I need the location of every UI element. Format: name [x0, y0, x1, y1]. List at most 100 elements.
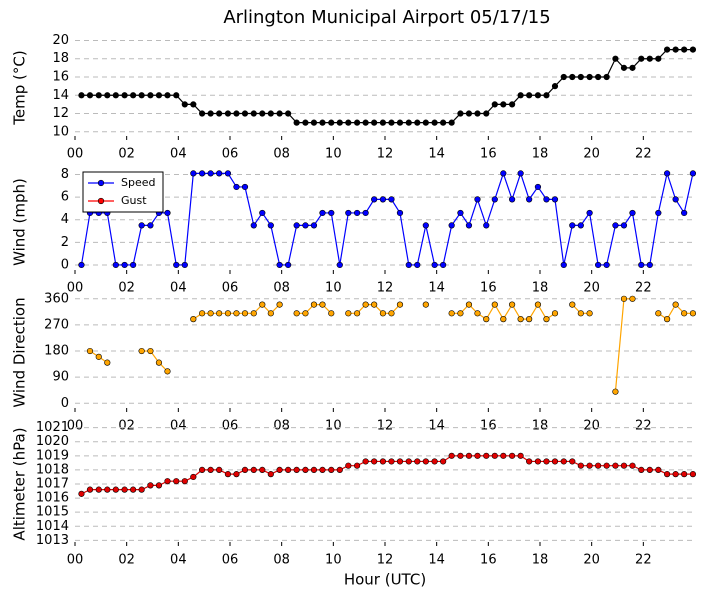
point	[508, 101, 516, 108]
point	[241, 183, 249, 191]
x-tick-label: 22	[635, 553, 652, 568]
y-tick-label: 1020	[36, 434, 69, 449]
point	[155, 92, 163, 99]
point	[534, 183, 542, 191]
x-tick-label: 22	[635, 147, 652, 162]
point	[276, 466, 283, 474]
point	[629, 295, 636, 302]
x-axis-label: Hour (UTC)	[344, 571, 426, 589]
point	[173, 261, 180, 269]
point	[216, 110, 223, 117]
y-tick-label: 90	[52, 370, 69, 385]
point	[216, 310, 223, 317]
x-tick-label: 08	[273, 419, 290, 434]
point	[130, 486, 137, 493]
y-tick-label: 0	[61, 396, 69, 411]
point	[86, 347, 94, 355]
point	[474, 110, 481, 117]
point	[241, 310, 249, 317]
x-tick-label: 02	[118, 419, 135, 434]
point	[207, 170, 214, 177]
point	[302, 222, 309, 229]
point	[517, 452, 524, 459]
x-tick-label: 18	[532, 281, 549, 296]
point	[267, 471, 274, 478]
point	[500, 101, 507, 108]
point	[681, 310, 688, 317]
point	[371, 119, 378, 126]
point	[396, 301, 404, 308]
point	[155, 359, 163, 366]
point	[121, 261, 128, 269]
x-tick-label: 06	[222, 419, 239, 434]
point	[526, 316, 533, 323]
point	[595, 73, 602, 81]
legend-marker	[97, 179, 105, 187]
point	[371, 196, 378, 203]
point	[405, 261, 412, 269]
point	[130, 92, 137, 99]
point	[147, 92, 154, 99]
point	[362, 209, 369, 217]
x-tick-label: 10	[325, 281, 342, 296]
point	[457, 110, 464, 117]
point	[689, 471, 697, 478]
point	[388, 458, 395, 465]
point	[250, 466, 257, 474]
point	[241, 110, 249, 117]
point	[354, 310, 361, 317]
point	[491, 196, 498, 203]
x-tick-label: 02	[118, 147, 135, 162]
point	[655, 466, 662, 474]
point	[500, 316, 507, 323]
point	[620, 64, 628, 71]
point	[328, 119, 335, 126]
x-tick-label: 04	[170, 147, 187, 162]
point	[655, 55, 662, 62]
point	[199, 170, 206, 177]
point	[465, 301, 473, 308]
point	[672, 46, 679, 53]
point	[474, 310, 481, 317]
point	[414, 261, 421, 269]
point	[577, 462, 584, 469]
point	[681, 209, 688, 217]
point	[586, 73, 593, 81]
point	[388, 119, 395, 126]
point	[259, 301, 266, 308]
y-tick-label: 1021	[36, 420, 69, 435]
line	[81, 455, 693, 495]
point	[181, 101, 188, 108]
point	[86, 92, 94, 99]
point	[672, 196, 679, 203]
point	[629, 209, 636, 217]
x-tick-label: 02	[118, 281, 135, 296]
point	[457, 452, 464, 459]
point	[422, 222, 429, 229]
point	[207, 110, 214, 117]
point	[190, 170, 197, 177]
point	[663, 316, 671, 323]
point	[233, 183, 240, 191]
point	[612, 55, 619, 62]
point	[551, 83, 559, 90]
y-axis-label: Temp (°C)	[11, 50, 29, 125]
point	[388, 310, 395, 317]
legend-box	[82, 171, 164, 213]
point	[543, 92, 550, 99]
point	[371, 458, 378, 465]
point	[483, 222, 490, 229]
point	[440, 458, 447, 465]
point	[224, 110, 232, 117]
point	[155, 482, 163, 489]
point	[414, 458, 421, 465]
point	[465, 452, 473, 459]
point	[663, 46, 671, 53]
point	[560, 73, 567, 81]
y-axis-label: Wind Direction	[11, 297, 29, 407]
point	[207, 310, 214, 317]
point	[629, 462, 636, 469]
point	[577, 310, 584, 317]
x-tick-label: 08	[273, 147, 290, 162]
